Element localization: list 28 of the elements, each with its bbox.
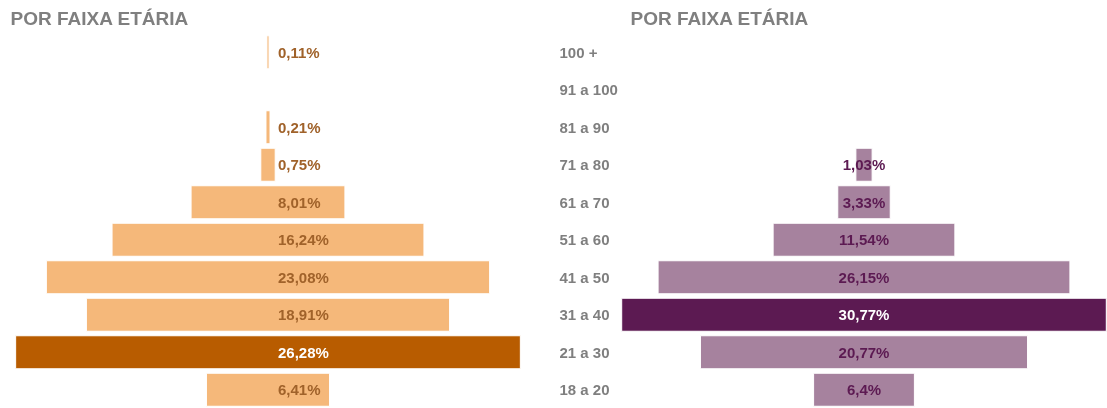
data-label: 1,03% — [842, 156, 886, 174]
data-label: 18,91% — [278, 306, 329, 324]
category-label: 31 a 40 — [559, 306, 610, 324]
text: POR FAIXA ETÁRIA — [10, 7, 189, 29]
data-label: 8,01% — [278, 193, 321, 211]
category-label: 51 a 60 — [559, 231, 610, 249]
category-label: 21 a 30 — [559, 343, 610, 361]
data-label: 11,54% — [838, 231, 890, 249]
data-label: 6,41% — [278, 381, 321, 399]
category-label: 91 a 100 — [559, 81, 618, 99]
category-label: 41 a 50 — [559, 268, 610, 286]
data-label: 26,15% — [838, 268, 890, 286]
data-label: 30,77% — [838, 306, 890, 324]
category-label: 71 a 80 — [559, 156, 610, 174]
data-label: 6,4% — [846, 381, 882, 399]
data-label: 0,21% — [278, 118, 321, 136]
data-label: 26,28% — [278, 343, 329, 361]
category-label: 61 a 70 — [559, 193, 610, 211]
category-label: 81 a 90 — [559, 118, 610, 136]
data-label: 3,33% — [842, 193, 886, 211]
data-label: 23,08% — [278, 268, 329, 286]
category-label: 100 + — [559, 43, 598, 61]
data-label: 0,11% — [278, 43, 320, 61]
text: POR FAIXA ETÁRIA — [630, 7, 809, 29]
data-label: 0,75% — [278, 156, 321, 174]
category-label: 18 a 20 — [559, 381, 610, 399]
data-label: 20,77% — [838, 343, 890, 361]
data-label: 16,24% — [278, 231, 329, 249]
